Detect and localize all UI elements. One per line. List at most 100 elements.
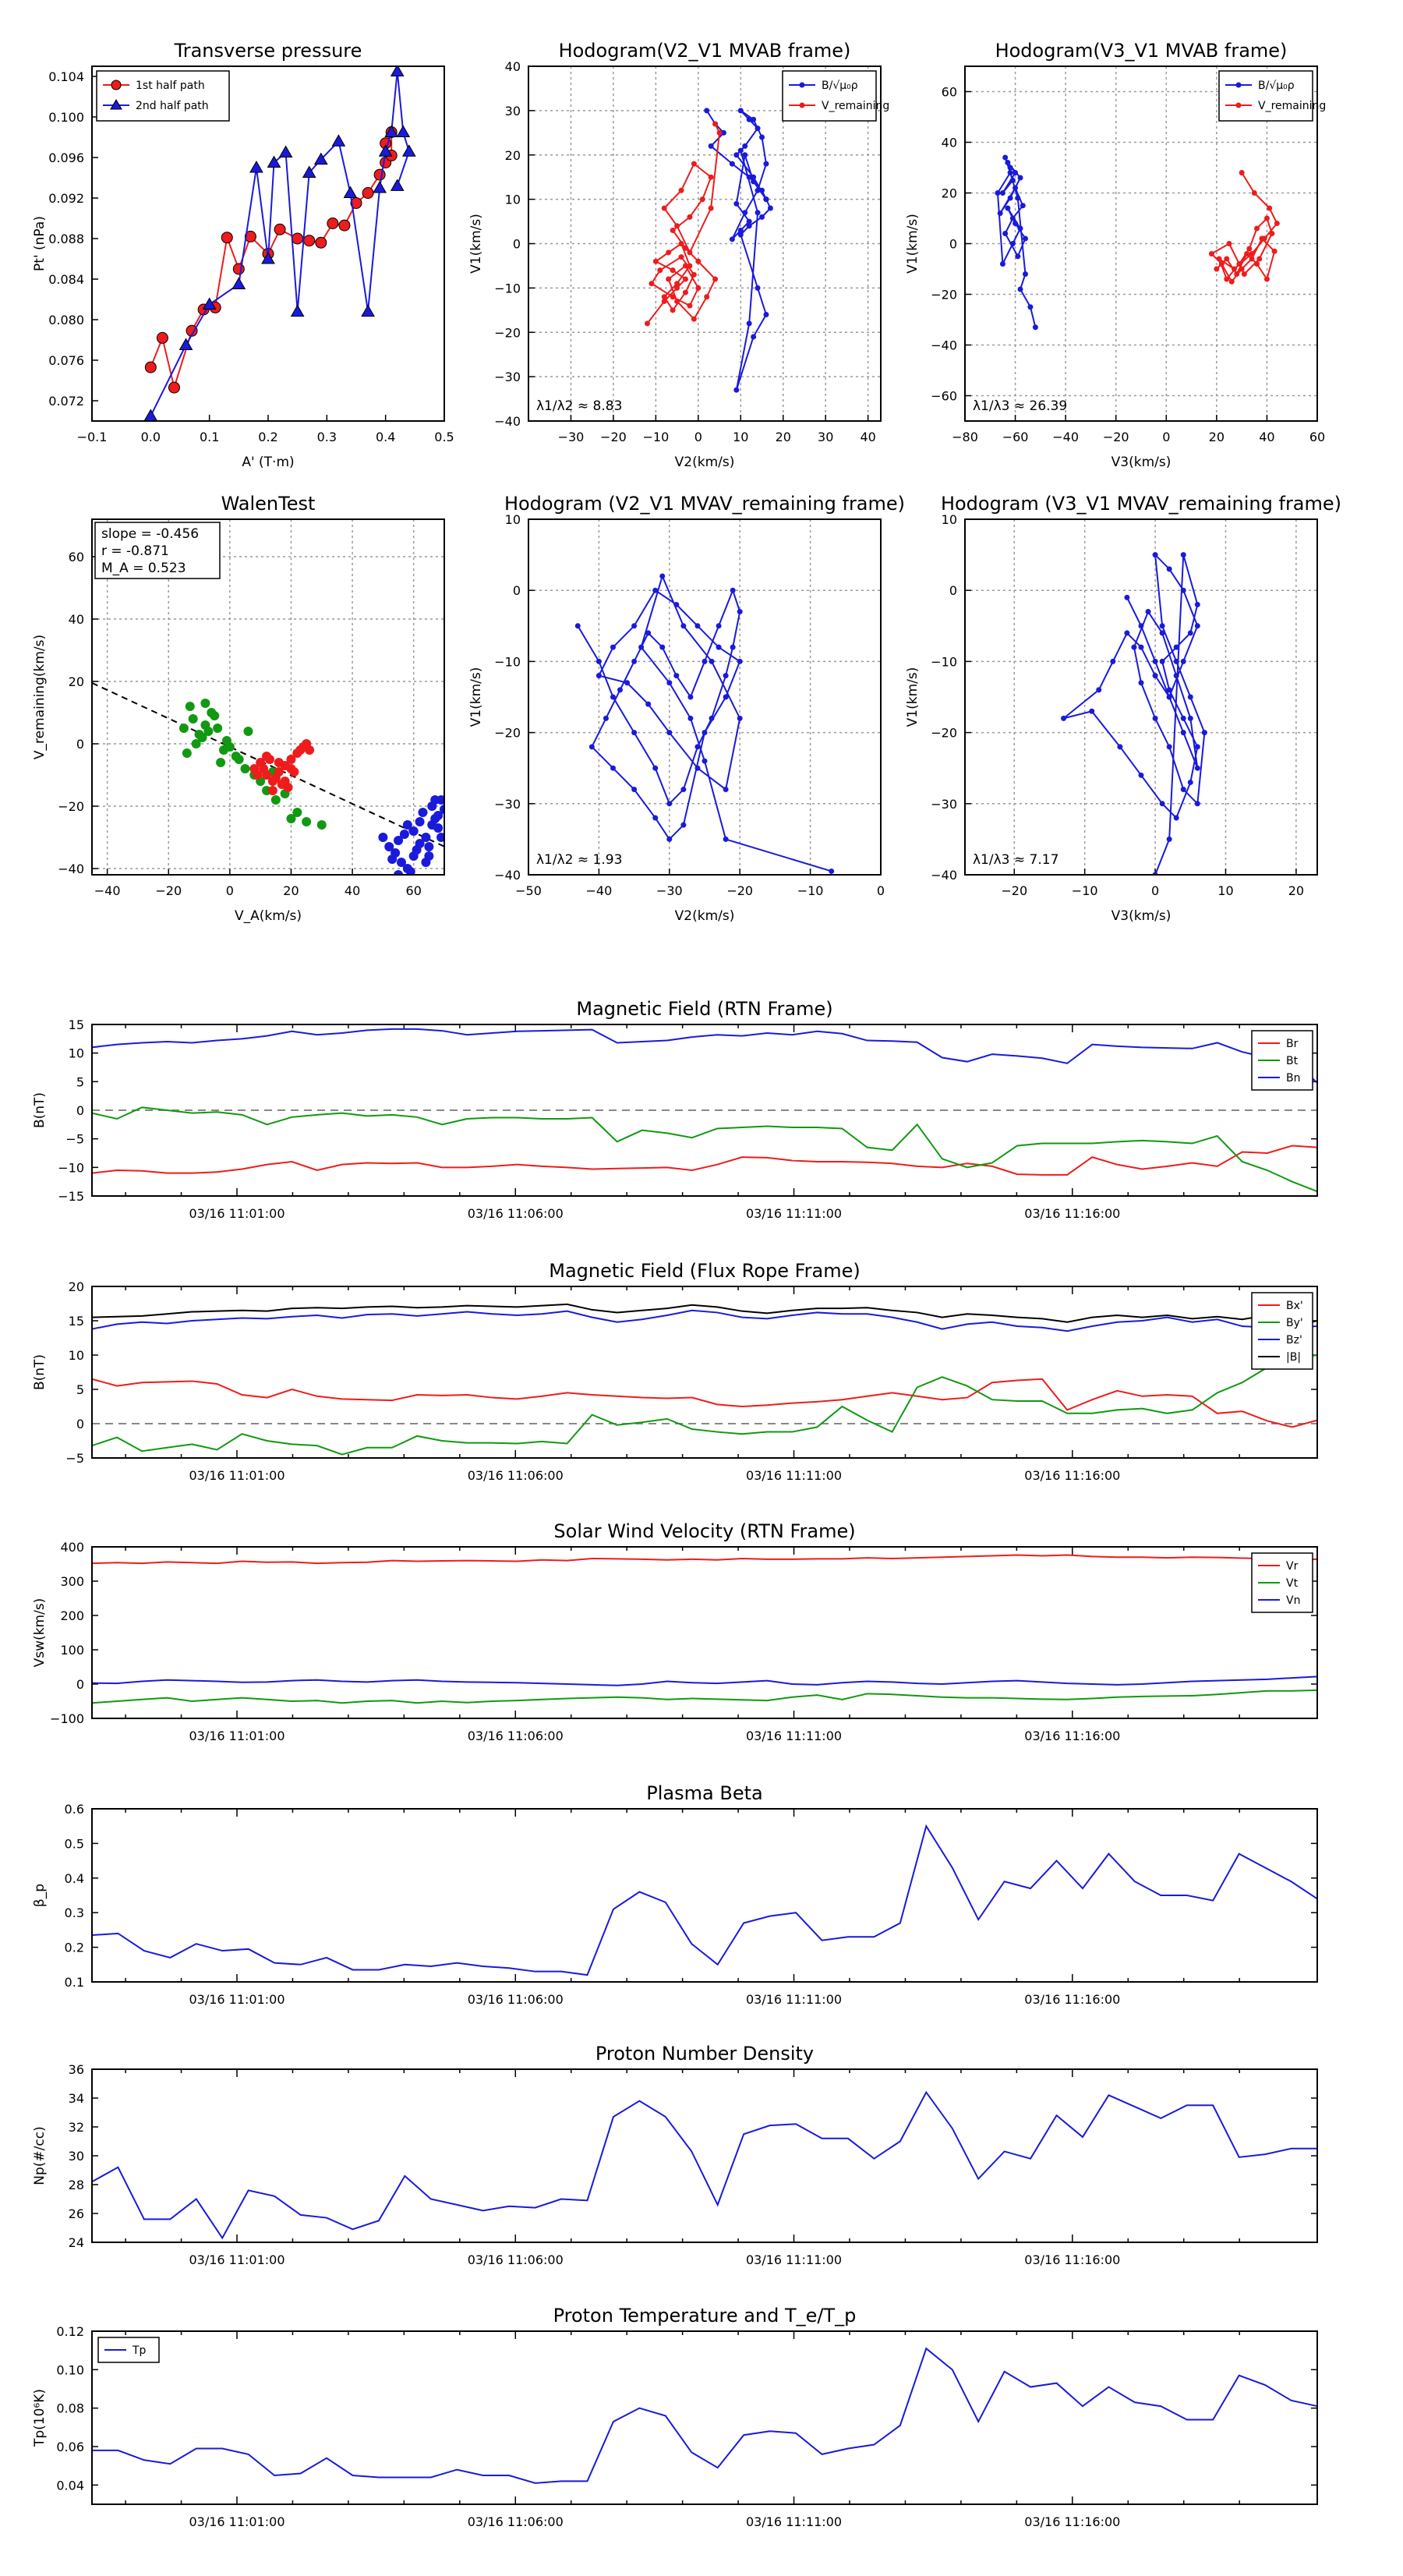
chart-bfield_rtn: 03/16 11:01:00 03/16 11:06:00 03/16 11:11:…	[32, 998, 1318, 1221]
legend-marker	[111, 80, 122, 90]
y-tick-label: 60	[942, 85, 957, 100]
data-point	[243, 727, 253, 736]
data-point	[331, 134, 346, 147]
data-point	[645, 701, 652, 707]
x-tick-label: −40	[94, 883, 121, 898]
chart-hodo_v2v1_mvab: −30 −20 −10 0 10 20 30 40 −40 −30 −20 −10 0 10 20 30 40 H…	[468, 40, 889, 470]
data-point	[1152, 673, 1158, 679]
y-tick-label: 200	[60, 1608, 84, 1623]
y-tick-label: 0.100	[48, 110, 84, 125]
data-point	[286, 755, 296, 764]
data-point	[687, 249, 693, 256]
data-point	[1194, 601, 1200, 607]
data-point	[695, 258, 702, 264]
temperature-frame	[91, 2330, 1318, 2505]
data-point	[1110, 658, 1116, 664]
data-point	[631, 730, 638, 736]
y-tick-label: 5	[76, 1074, 84, 1089]
data-point	[1032, 324, 1038, 331]
y-tick-label: 10	[505, 512, 521, 527]
chart-velocity: 03/16 11:01:00 03/16 11:06:00 03/16 11:11:…	[32, 1520, 1318, 1743]
data-point	[574, 623, 581, 629]
y-tick-label: 0	[513, 583, 521, 598]
data-point	[652, 815, 659, 821]
data-point	[1194, 744, 1200, 750]
chart-title: Hodogram (V2_V1 MVAV_remaining frame)	[504, 493, 905, 515]
y-tick-label: 30	[69, 2149, 84, 2164]
legend-box	[96, 70, 230, 122]
legend-label: B/√μ₀ρ	[822, 80, 858, 92]
data-point	[1231, 266, 1237, 272]
y-axis-label: V1(km/s)	[905, 214, 921, 274]
data-point	[682, 276, 688, 282]
bfield_rtn-frame	[91, 1024, 1318, 1197]
data-point	[396, 858, 406, 867]
data-point	[286, 814, 296, 823]
x-tick-label: 03/16 11:01:00	[189, 2514, 284, 2529]
x-tick-label: 03/16 11:16:00	[1024, 1468, 1120, 1483]
series-line-B	[577, 574, 832, 872]
data-point	[659, 644, 666, 650]
data-point	[588, 744, 595, 750]
y-axis-label: B(nT)	[32, 1354, 48, 1390]
x-axis-label: V_A(km/s)	[235, 908, 302, 924]
data-point	[396, 125, 411, 137]
data-point	[759, 187, 765, 193]
data-point	[1180, 552, 1186, 558]
data-point	[424, 851, 434, 861]
data-point	[315, 236, 327, 249]
chart-title: Proton Temperature and T_e/T_p	[553, 2305, 857, 2327]
data-point	[1017, 175, 1023, 181]
data-point	[631, 787, 638, 793]
data-point	[687, 263, 693, 269]
hodo_v3v1_mvab-frame	[964, 65, 1318, 422]
data-point	[244, 230, 256, 242]
bfield_fr-frame	[91, 1286, 1318, 1459]
data-point	[1005, 205, 1011, 211]
data-point	[1012, 170, 1019, 175]
data-point	[1180, 587, 1186, 593]
data-point	[234, 755, 244, 764]
x-tick-label: −40	[1052, 430, 1079, 444]
data-point	[730, 644, 736, 650]
y-tick-label: 28	[69, 2178, 84, 2192]
x-tick-label: −80	[952, 430, 978, 444]
series-line-V_remaining	[646, 123, 721, 324]
data-point	[267, 786, 277, 795]
data-point	[695, 285, 702, 291]
data-point	[362, 187, 374, 199]
data-point	[721, 129, 727, 136]
stats-line: M_A = 0.523	[101, 561, 186, 576]
data-point	[408, 826, 419, 836]
y-tick-label: −30	[494, 370, 521, 384]
y-tick-label: 300	[60, 1574, 84, 1589]
data-point	[182, 748, 192, 758]
data-point	[427, 820, 437, 830]
data-point	[999, 261, 1005, 267]
y-axis-label: Np(#/cc)	[32, 2126, 48, 2185]
data-point	[661, 294, 667, 300]
data-point	[433, 811, 444, 820]
data-point	[191, 739, 201, 748]
data-point	[1241, 271, 1247, 277]
data-point	[729, 236, 735, 242]
data-point	[723, 673, 729, 679]
series-line-By'	[91, 1354, 1318, 1456]
legend-label: Vn	[1286, 1594, 1300, 1607]
data-point	[1173, 815, 1179, 821]
y-tick-label: 20	[69, 674, 84, 689]
data-point	[680, 822, 687, 828]
data-point	[1159, 623, 1165, 629]
data-point	[253, 770, 263, 780]
data-point	[674, 285, 680, 291]
data-point	[1096, 687, 1102, 693]
data-point	[1236, 261, 1242, 267]
data-point	[595, 658, 602, 664]
data-point	[624, 680, 631, 686]
data-point	[1166, 836, 1172, 842]
data-point	[1166, 566, 1172, 572]
data-point	[1173, 673, 1179, 679]
y-tick-label: 0.6	[65, 1802, 84, 1817]
series-line-B	[705, 110, 772, 391]
legend-label: Bz'	[1286, 1334, 1302, 1346]
